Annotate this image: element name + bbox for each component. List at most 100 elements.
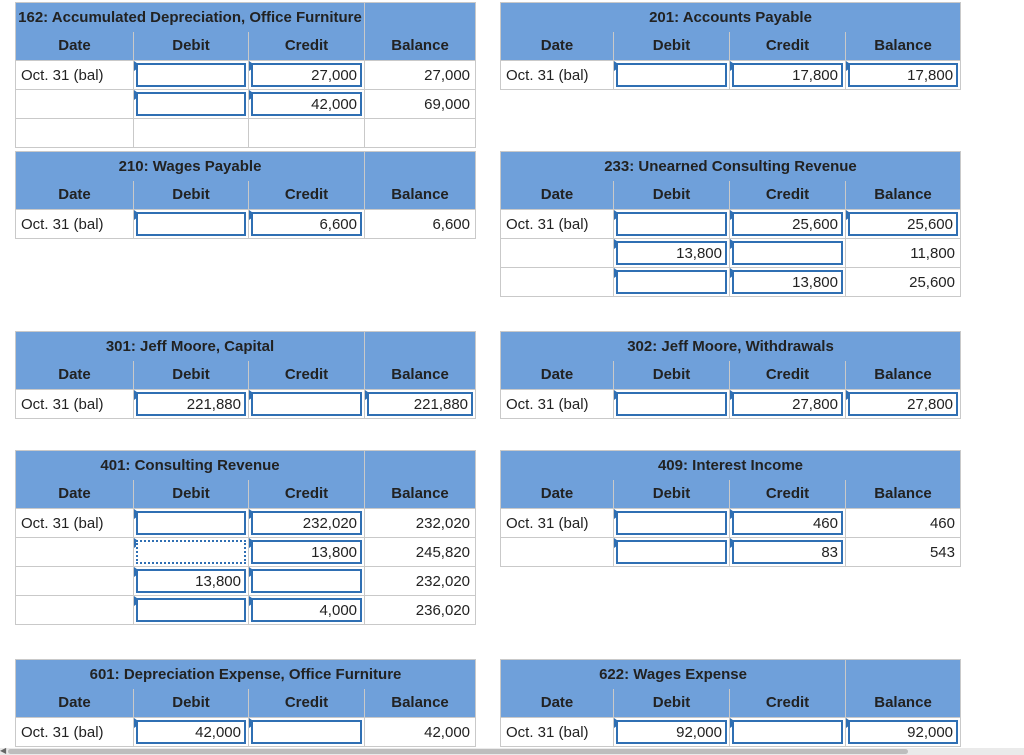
debit-input[interactable]: 221,880 <box>133 389 249 419</box>
date-cell: Oct. 31 (bal) <box>500 717 614 747</box>
col-balance: Balance <box>364 180 476 210</box>
account-title: 302: Jeff Moore, Withdrawals <box>499 331 962 361</box>
col-balance: Balance <box>844 31 962 61</box>
col-debit: Debit <box>133 360 249 390</box>
table-row: 13,800 245,820 <box>15 537 477 567</box>
col-credit: Credit <box>729 31 846 61</box>
debit-input[interactable] <box>613 537 730 567</box>
balance-cell: 11,800 <box>845 238 961 268</box>
table-row: 42,000 69,000 <box>15 89 477 119</box>
credit-input[interactable] <box>728 717 847 747</box>
col-debit: Debit <box>613 360 730 390</box>
table-row <box>15 118 477 148</box>
col-credit: Credit <box>729 479 846 509</box>
col-credit: Credit <box>247 31 366 61</box>
table-row: 13,800 11,800 <box>500 238 961 268</box>
credit-input[interactable] <box>247 389 366 419</box>
debit-input[interactable] <box>133 595 249 625</box>
balance-input[interactable]: 221,880 <box>364 389 477 419</box>
debit-input[interactable] <box>613 209 730 239</box>
credit-input[interactable]: 42,000 <box>247 89 366 119</box>
col-debit: Debit <box>133 688 249 718</box>
credit-input[interactable]: 17,800 <box>729 60 846 90</box>
ledger-302: 302: Jeff Moore, Withdrawals Date Debit … <box>499 331 962 419</box>
scroll-left-icon[interactable]: ◀ <box>0 746 7 755</box>
debit-input[interactable]: 13,800 <box>613 238 730 268</box>
credit-input[interactable]: 4,000 <box>247 595 366 625</box>
col-date: Date <box>500 180 614 210</box>
col-date: Date <box>15 688 134 718</box>
balance-cell <box>364 118 477 148</box>
ledger-162: 162: Accumulated Depreciation, Office Fu… <box>14 2 477 148</box>
col-balance: Balance <box>845 180 961 210</box>
credit-input[interactable]: 13,800 <box>729 267 846 297</box>
balance-input[interactable]: 92,000 <box>845 717 962 747</box>
ledger-301: 301: Jeff Moore, Capital Date Debit Cred… <box>14 331 477 419</box>
scrollbar-thumb[interactable] <box>8 749 908 754</box>
debit-input[interactable] <box>133 89 249 119</box>
credit-input[interactable] <box>729 238 846 268</box>
credit-input[interactable] <box>248 717 365 747</box>
balance-input[interactable]: 25,600 <box>845 209 961 239</box>
date-cell: Oct. 31 (bal) <box>15 60 134 90</box>
table-row: Oct. 31 (bal) 92,000 92,000 <box>500 717 962 747</box>
balance-cell: 236,020 <box>364 595 477 625</box>
balance-cell: 232,020 <box>364 566 477 596</box>
account-title: 601: Depreciation Expense, Office Furnit… <box>14 659 477 689</box>
credit-input[interactable]: 83 <box>729 537 846 567</box>
table-row: Oct. 31 (bal) 6,600 6,600 <box>15 209 476 239</box>
col-date: Date <box>15 479 134 509</box>
credit-input[interactable]: 6,600 <box>248 209 365 239</box>
debit-input[interactable] <box>133 508 249 538</box>
balance-input[interactable]: 17,800 <box>844 60 962 90</box>
date-cell <box>15 89 134 119</box>
col-debit: Debit <box>613 31 730 61</box>
date-cell <box>500 537 614 567</box>
credit-input[interactable] <box>247 566 366 596</box>
balance-input[interactable]: 27,800 <box>844 389 962 419</box>
table-row: Oct. 31 (bal) 232,020 232,020 <box>15 508 477 538</box>
debit-input[interactable]: 13,800 <box>133 566 249 596</box>
balance-cell: 245,820 <box>364 537 477 567</box>
credit-input[interactable]: 460 <box>729 508 846 538</box>
ledger-409: 409: Interest Income Date Debit Credit B… <box>500 450 961 567</box>
col-date: Date <box>500 360 614 390</box>
date-cell: Oct. 31 (bal) <box>500 389 614 419</box>
col-balance: Balance <box>845 479 961 509</box>
col-date: Date <box>15 31 134 61</box>
table-row: 13,800 25,600 <box>500 267 961 297</box>
date-cell: Oct. 31 (bal) <box>15 209 134 239</box>
account-title: 162: Accumulated Depreciation, Office Fu… <box>14 2 366 32</box>
col-date: Date <box>500 688 614 718</box>
debit-cell <box>133 118 249 148</box>
account-title: 409: Interest Income <box>500 450 961 480</box>
debit-input[interactable] <box>133 537 249 567</box>
col-balance: Balance <box>364 360 477 390</box>
date-cell <box>15 566 134 596</box>
credit-input[interactable]: 27,000 <box>247 60 366 90</box>
balance-cell: 232,020 <box>364 508 477 538</box>
balance-cell: 543 <box>845 537 961 567</box>
col-credit: Credit <box>247 479 366 509</box>
credit-input[interactable]: 25,600 <box>729 209 846 239</box>
debit-input[interactable]: 42,000 <box>133 717 249 747</box>
debit-input[interactable] <box>613 389 730 419</box>
date-cell: Oct. 31 (bal) <box>15 389 134 419</box>
credit-input[interactable]: 27,800 <box>729 389 846 419</box>
account-title: 233: Unearned Consulting Revenue <box>500 151 961 181</box>
debit-input[interactable] <box>613 267 730 297</box>
credit-input[interactable]: 13,800 <box>247 537 366 567</box>
debit-input[interactable] <box>613 508 730 538</box>
debit-input[interactable]: 92,000 <box>613 717 730 747</box>
debit-input[interactable] <box>133 60 249 90</box>
col-date: Date <box>15 180 134 210</box>
col-date: Date <box>15 360 134 390</box>
table-row: Oct. 31 (bal) 42,000 42,000 <box>15 717 477 747</box>
debit-input[interactable] <box>133 209 249 239</box>
table-row: 13,800 232,020 <box>15 566 477 596</box>
col-debit: Debit <box>133 180 249 210</box>
credit-cell <box>247 118 366 148</box>
credit-input[interactable]: 232,020 <box>247 508 366 538</box>
balance-cell: 27,000 <box>364 60 477 90</box>
debit-input[interactable] <box>613 60 730 90</box>
